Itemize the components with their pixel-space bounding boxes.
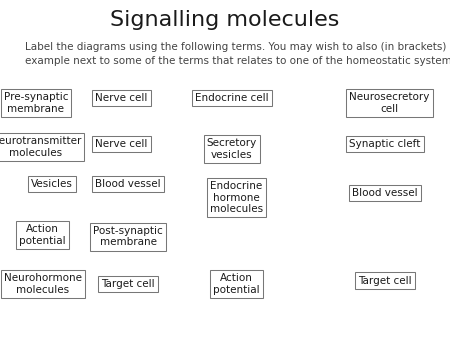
Text: Blood vessel: Blood vessel: [95, 179, 161, 189]
Text: Endocrine cell: Endocrine cell: [195, 93, 269, 103]
Text: Target cell: Target cell: [101, 279, 155, 289]
Text: Neurohormone
molecules: Neurohormone molecules: [4, 273, 82, 295]
Text: Action
potential: Action potential: [19, 224, 66, 246]
Text: Vesicles: Vesicles: [31, 179, 73, 189]
Text: Nerve cell: Nerve cell: [95, 139, 148, 149]
Text: Signalling molecules: Signalling molecules: [110, 10, 340, 30]
Text: Action
potential: Action potential: [213, 273, 260, 295]
Text: Neurosecretory
cell: Neurosecretory cell: [349, 92, 429, 114]
Text: Pre-synaptic
membrane: Pre-synaptic membrane: [4, 92, 68, 114]
Text: Synaptic cleft: Synaptic cleft: [349, 139, 420, 149]
Text: Post-synaptic
membrane: Post-synaptic membrane: [94, 226, 163, 247]
Text: Neurotransmitter
molecules: Neurotransmitter molecules: [0, 136, 81, 158]
Text: Label the diagrams using the following terms. You may wish to also (in brackets): Label the diagrams using the following t…: [25, 42, 450, 66]
Text: Endocrine
hormone
molecules: Endocrine hormone molecules: [210, 181, 263, 214]
Text: Blood vessel: Blood vessel: [352, 188, 418, 198]
Text: Nerve cell: Nerve cell: [95, 93, 148, 103]
Text: Target cell: Target cell: [358, 275, 412, 286]
Text: Secretory
vesicles: Secretory vesicles: [207, 138, 257, 160]
